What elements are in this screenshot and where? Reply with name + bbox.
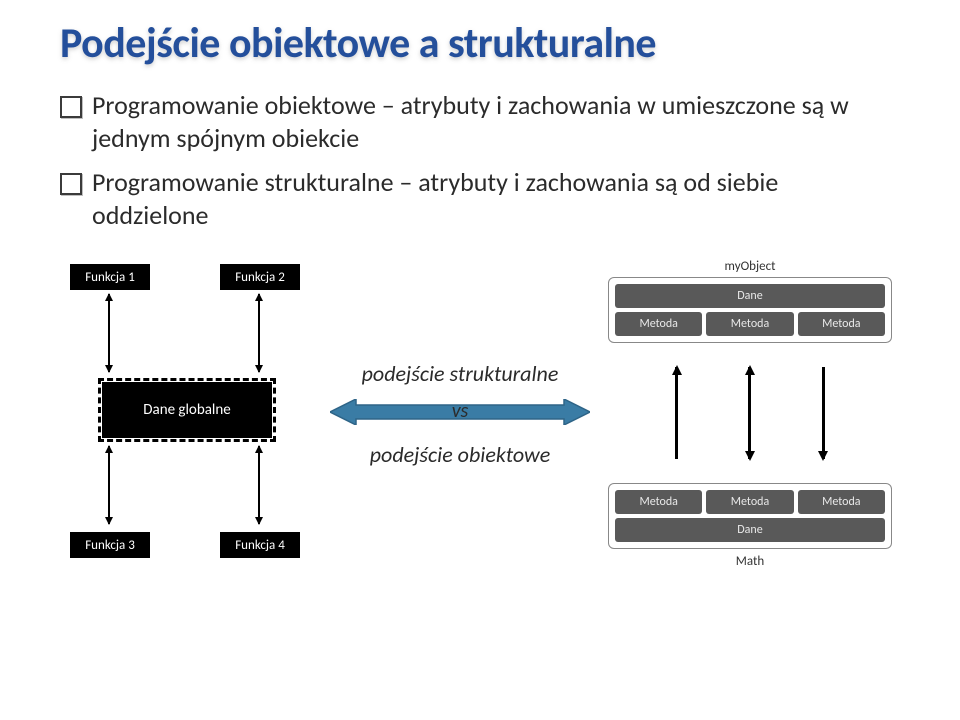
method-cell: Metoda: [706, 490, 793, 514]
vs-top-label: podejście strukturalne: [330, 360, 590, 387]
method-cell: Metoda: [615, 490, 702, 514]
bullet-text: Programowanie obiektowe – atrybuty i zac…: [92, 89, 900, 154]
func4-box: Funkcja 4: [220, 532, 300, 558]
method-cell: Metoda: [615, 312, 702, 336]
bullet-item: Programowanie obiektowe – atrybuty i zac…: [60, 89, 900, 154]
object-diagram: myObject Dane Metoda Metoda Metoda Metod: [600, 259, 900, 569]
down-arrow-icon: [822, 367, 825, 459]
bullet-text: Programowanie strukturalne – atrybuty i …: [92, 166, 900, 231]
func3-box: Funkcja 3: [70, 532, 150, 558]
vs-bottom-label: podejście obiektowe: [330, 441, 590, 468]
bullet-item: Programowanie strukturalne – atrybuty i …: [60, 166, 900, 231]
arrow-bl: [108, 446, 110, 524]
data-cell: Dane: [615, 284, 885, 308]
bullet-list: Programowanie obiektowe – atrybuty i zac…: [60, 89, 900, 231]
arrow-tl: [108, 294, 110, 372]
method-cell: Metoda: [706, 312, 793, 336]
bullet-marker: [60, 173, 82, 195]
object-group-bottom: Metoda Metoda Metoda Dane: [608, 483, 892, 549]
vs-text: vs: [330, 399, 590, 423]
bullet-marker: [60, 96, 82, 118]
global-data-box: Dane globalne: [102, 382, 272, 438]
object-group-top: Dane Metoda Metoda Metoda: [608, 277, 892, 343]
vs-block: podejście strukturalne vs podejście obie…: [330, 360, 590, 468]
vs-arrow-wrap: vs: [330, 389, 590, 435]
func2-box: Funkcja 2: [220, 264, 300, 290]
method-cell: Metoda: [798, 490, 885, 514]
up-arrow-icon: [675, 367, 678, 459]
structural-diagram: Funkcja 1 Funkcja 2 Dane globalne Funkcj…: [60, 264, 320, 564]
arrow-br: [258, 446, 260, 524]
diagram-row: Funkcja 1 Funkcja 2 Dane globalne Funkcj…: [60, 259, 900, 569]
object-bottom-label: Math: [600, 554, 900, 569]
slide-title: Podejście obiektowe a strukturalne: [60, 18, 900, 69]
method-cell: Metoda: [798, 312, 885, 336]
slide: Podejście obiektowe a strukturalne Progr…: [0, 0, 960, 720]
updown-arrow-icon: [748, 367, 751, 459]
object-arrow-row: [640, 367, 860, 459]
data-cell: Dane: [615, 518, 885, 542]
arrow-tr: [258, 294, 260, 372]
func1-box: Funkcja 1: [70, 264, 150, 290]
object-top-label: myObject: [600, 259, 900, 274]
